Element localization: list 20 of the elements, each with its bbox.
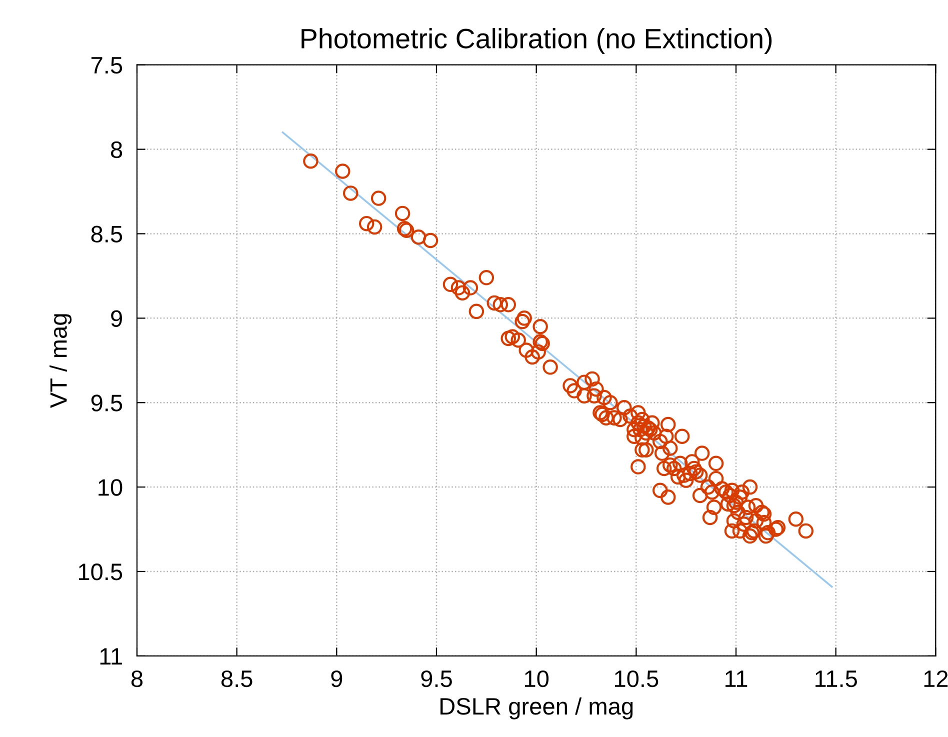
y-tick-label: 8 xyxy=(110,141,122,158)
x-tick-label: 11 xyxy=(726,670,748,687)
y-tick-label: 9 xyxy=(111,310,122,327)
x-tick-label: 8 xyxy=(131,670,143,688)
x-tick-label: 9.5 xyxy=(421,670,452,688)
x-tick-label: 9 xyxy=(331,670,342,688)
x-tick-label: 10.5 xyxy=(614,670,658,688)
x-tick-label: 8.5 xyxy=(221,670,252,688)
y-tick-label: 7.5 xyxy=(91,57,122,74)
y-axis-title: VT / mag xyxy=(50,314,72,408)
y-tick-label: 8.5 xyxy=(91,226,122,243)
y-tick-label: 9.5 xyxy=(91,394,122,412)
chart-title: Photometric Calibration (no Extinction) xyxy=(302,28,772,54)
x-tick-label: 10 xyxy=(525,670,549,688)
y-tick-label: 10 xyxy=(98,479,122,496)
x-tick-label: 11.5 xyxy=(816,670,857,688)
y-tick-label: 11 xyxy=(100,648,122,664)
y-tick-label: 10.5 xyxy=(78,564,122,580)
x-axis-title: DSLR green / mag xyxy=(440,697,633,720)
x-tick-label: 12 xyxy=(924,670,948,687)
